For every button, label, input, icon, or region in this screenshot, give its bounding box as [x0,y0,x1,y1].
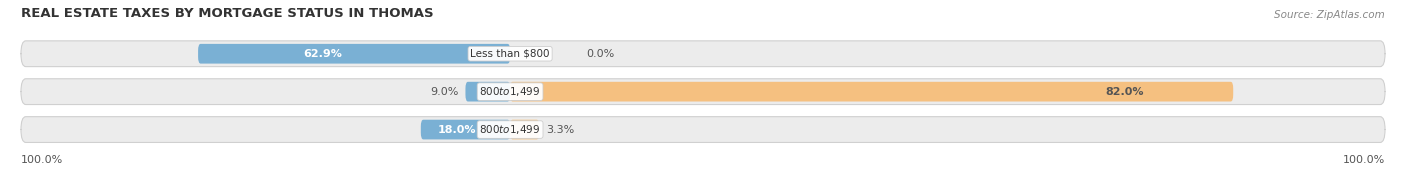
Text: Less than $800: Less than $800 [471,49,550,59]
FancyBboxPatch shape [198,44,510,64]
FancyBboxPatch shape [21,79,1385,105]
Text: 100.0%: 100.0% [21,155,63,165]
Text: 82.0%: 82.0% [1105,87,1144,97]
Text: 0.0%: 0.0% [586,49,614,59]
Text: $800 to $1,499: $800 to $1,499 [479,123,541,136]
Text: 62.9%: 62.9% [304,49,342,59]
Text: 9.0%: 9.0% [430,87,458,97]
Text: REAL ESTATE TAXES BY MORTGAGE STATUS IN THOMAS: REAL ESTATE TAXES BY MORTGAGE STATUS IN … [21,7,433,20]
Text: 3.3%: 3.3% [546,125,574,135]
Text: 18.0%: 18.0% [437,125,475,135]
Text: Source: ZipAtlas.com: Source: ZipAtlas.com [1274,10,1385,20]
FancyBboxPatch shape [510,120,538,139]
FancyBboxPatch shape [21,117,1385,143]
Text: 100.0%: 100.0% [1343,155,1385,165]
Text: $800 to $1,499: $800 to $1,499 [479,85,541,98]
FancyBboxPatch shape [420,120,510,139]
FancyBboxPatch shape [21,41,1385,67]
FancyBboxPatch shape [465,82,510,102]
FancyBboxPatch shape [510,82,1233,102]
